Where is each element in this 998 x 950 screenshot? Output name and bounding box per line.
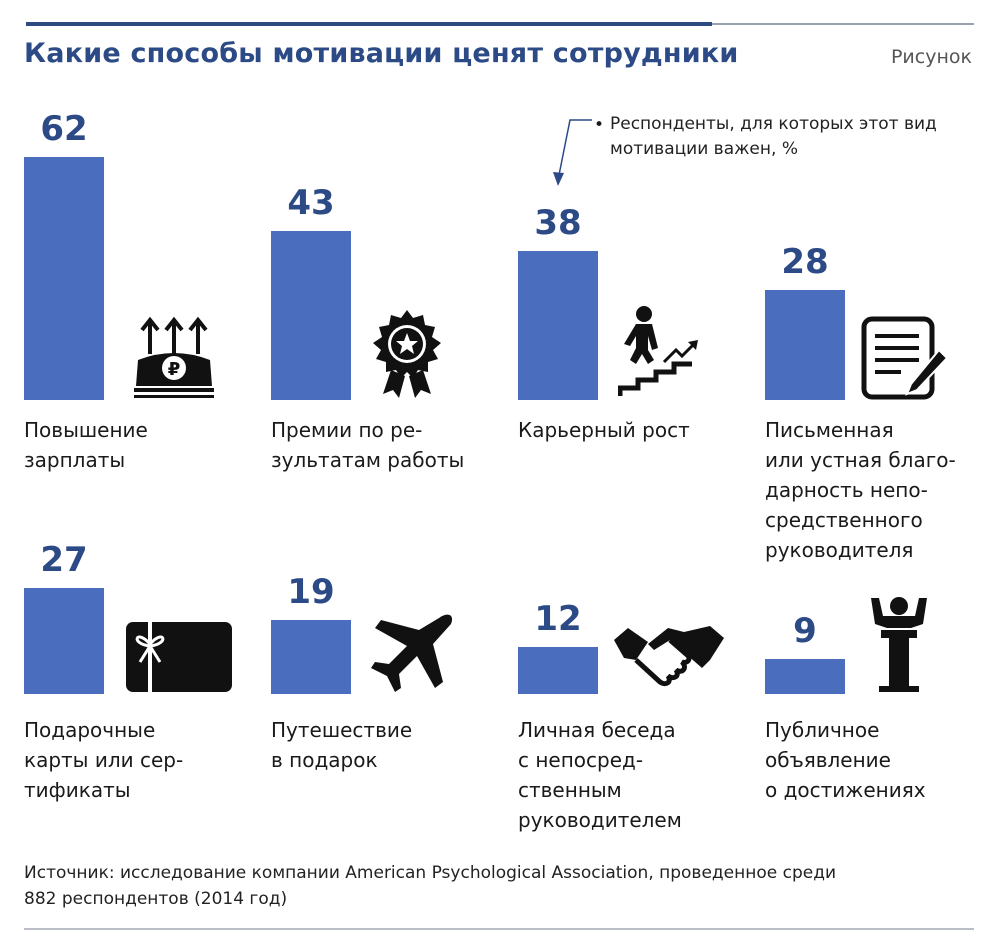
bar (518, 647, 598, 694)
figure-label: Рисунок (890, 46, 972, 68)
note-arrow-icon (553, 119, 592, 186)
category-label: Публичное объявление о достижениях (765, 718, 926, 802)
bar-value-label: 43 (287, 183, 335, 223)
award-rosette-icon (373, 310, 441, 398)
bar (24, 157, 104, 400)
chart-title: Какие способы мотивации ценят сотрудники (24, 38, 739, 69)
category-label: Личная беседа с непосред- ственным руков… (518, 718, 682, 832)
category-label: Карьерный рост (518, 418, 690, 442)
handshake-icon (614, 626, 724, 687)
title-rule-thin (712, 23, 974, 25)
title-rule (26, 22, 712, 26)
category-label: Письменная или устная благо- дарность не… (765, 418, 956, 562)
bar (271, 620, 351, 694)
airplane-icon (371, 614, 453, 692)
bar-value-label: 9 (793, 611, 817, 651)
category-label: Подарочные карты или сер- тификаты (24, 718, 184, 802)
category-label: Повышение зарплаты (24, 418, 148, 472)
bar (518, 251, 598, 400)
bar-value-label: 27 (40, 540, 88, 580)
note-bullet: • (594, 115, 605, 135)
bar (765, 290, 845, 400)
bar-value-label: 19 (287, 572, 335, 612)
bar (271, 231, 351, 400)
bar (24, 588, 104, 694)
category-label: Путешествие в подарок (271, 718, 413, 772)
gift-card-icon (126, 622, 232, 692)
bar-value-label: 62 (40, 109, 88, 149)
bar-value-label: 12 (534, 599, 582, 639)
bar (765, 659, 845, 694)
category-label: Премии по ре- зультатам работы (271, 418, 465, 472)
svg-text:₽: ₽ (168, 359, 181, 380)
bottom-rule (24, 928, 974, 930)
podium-speaker-icon (871, 597, 927, 692)
bar-value-label: 28 (781, 242, 829, 282)
career-stairs-icon (618, 306, 698, 396)
source-note: Источник: исследование компании American… (24, 863, 837, 909)
note-text: Респонденты, для которых этот вид мотива… (610, 114, 937, 159)
bar-value-label: 38 (534, 203, 582, 243)
money-raise-icon: ₽ (134, 316, 214, 398)
letter-pen-icon (861, 316, 949, 400)
